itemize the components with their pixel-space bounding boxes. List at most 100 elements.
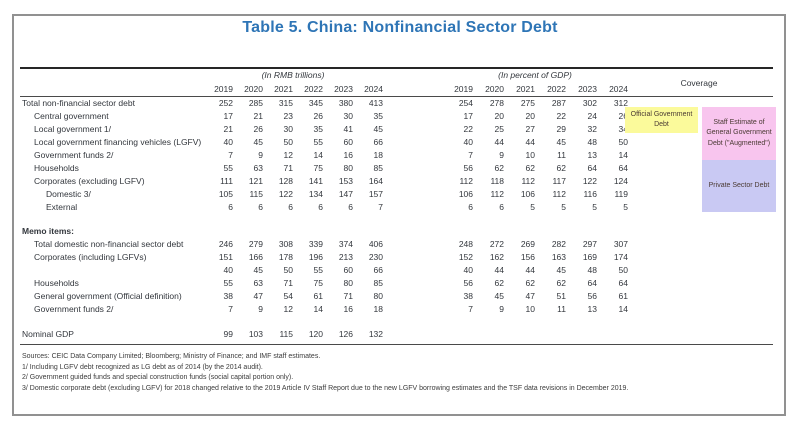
year-header: 2020 xyxy=(485,84,504,94)
table-row: Government funds 2/7 9 12 14 16 18 7 9 10 11 13 14 xyxy=(20,149,773,162)
value-cell-gdp: 163 xyxy=(551,252,566,262)
value-cell-rmb: 14 xyxy=(313,304,323,314)
value-cell-gdp: 106 xyxy=(520,189,535,199)
footnote-1: 1/ Including LGFV debt recognized as LG … xyxy=(22,363,263,371)
value-cell-gdp: 9 xyxy=(499,150,504,160)
value-cell-rmb: 178 xyxy=(278,252,293,262)
value-cell-rmb: 115 xyxy=(249,189,263,199)
value-cell-rmb: 339 xyxy=(308,239,323,249)
value-cell-gdp: 312 xyxy=(613,98,628,108)
value-cell-rmb: 35 xyxy=(313,124,323,134)
coverage-box-label: Private Sector Debt xyxy=(708,181,770,189)
footnotes: Sources: CEIC Data Company Limited; Bloo… xyxy=(22,352,774,394)
value-cell-rmb: 380 xyxy=(338,98,353,108)
unit-group-row: (In RMB trillions) (In percent of GDP) xyxy=(20,69,773,82)
row-label: Total domestic non-financial sector debt xyxy=(34,239,184,249)
page-title: Table 5. China: Nonfinancial Sector Debt xyxy=(242,19,558,36)
value-cell-rmb: 406 xyxy=(368,239,383,249)
group-label-rmb: (In RMB trillions) xyxy=(261,70,325,80)
value-cell-rmb: 120 xyxy=(308,329,323,339)
value-cell-gdp: 278 xyxy=(489,98,504,108)
value-cell-gdp: 22 xyxy=(463,124,473,134)
value-cell-rmb: 75 xyxy=(313,163,323,173)
value-cell-rmb: 12 xyxy=(283,304,293,314)
value-cell-gdp: 45 xyxy=(556,265,566,275)
value-cell-rmb: 71 xyxy=(283,163,293,173)
value-cell-gdp: 11 xyxy=(557,150,566,160)
row-label: Total non-financial sector debt xyxy=(22,98,135,108)
value-cell-rmb: 374 xyxy=(338,239,353,249)
value-cell-gdp: 48 xyxy=(587,137,597,147)
row-label: Local government 1/ xyxy=(34,124,112,134)
coverage-box-official-government-debt: Official Government Debt xyxy=(625,107,698,133)
value-cell-gdp: 5 xyxy=(623,202,628,212)
value-cell-rmb: 75 xyxy=(313,278,323,288)
value-cell-rmb: 315 xyxy=(278,98,293,108)
value-cell-gdp: 6 xyxy=(499,202,504,212)
value-cell-gdp: 64 xyxy=(618,278,628,288)
value-cell-rmb: 285 xyxy=(248,98,263,108)
table-frame xyxy=(12,14,786,416)
source-note: Sources: CEIC Data Company Limited; Bloo… xyxy=(22,353,321,360)
value-cell-rmb: 18 xyxy=(373,150,383,160)
value-cell-gdp: 64 xyxy=(618,163,628,173)
value-cell-gdp: 10 xyxy=(525,304,535,314)
row-label: Government funds 2/ xyxy=(34,304,114,314)
row-label: Households xyxy=(34,278,79,288)
value-cell-gdp: 119 xyxy=(614,189,628,199)
value-cell-rmb: 21 xyxy=(253,111,263,121)
value-cell-gdp: 40 xyxy=(463,265,473,275)
value-cell-gdp: 44 xyxy=(525,265,535,275)
value-cell-gdp: 62 xyxy=(556,278,566,288)
year-header: 2023 xyxy=(578,84,597,94)
value-cell-gdp: 48 xyxy=(587,265,597,275)
value-cell-gdp: 56 xyxy=(587,291,597,301)
value-cell-gdp: 116 xyxy=(583,189,597,199)
row-label: Local government financing vehicles (LGF… xyxy=(34,137,202,147)
value-cell-rmb: 23 xyxy=(283,111,293,121)
year-header: 2021 xyxy=(274,84,293,94)
value-cell-rmb: 26 xyxy=(253,124,263,134)
year-header: 2022 xyxy=(304,84,323,94)
value-cell-rmb: 246 xyxy=(218,239,233,249)
value-cell-rmb: 141 xyxy=(308,176,323,186)
value-cell-gdp: 50 xyxy=(618,137,628,147)
value-cell-gdp: 27 xyxy=(525,124,535,134)
value-cell-gdp: 302 xyxy=(582,98,597,108)
value-cell-gdp: 24 xyxy=(587,111,597,121)
footnote-3: 3/ Domestic corporate debt (excluding LG… xyxy=(22,384,629,392)
value-cell-rmb: 80 xyxy=(343,278,353,288)
value-cell-rmb: 196 xyxy=(308,252,323,262)
value-cell-gdp: 20 xyxy=(525,111,535,121)
value-cell-gdp: 45 xyxy=(556,137,566,147)
table-row: Domestic 3/105 115 122 134 147 157 106 112 106 11… xyxy=(20,188,773,201)
value-cell-rmb: 50 xyxy=(283,265,293,275)
value-cell-gdp: 118 xyxy=(490,176,504,186)
value-cell-gdp: 47 xyxy=(525,291,535,301)
memo-section: Total domestic non-financial sector debt… xyxy=(20,238,773,316)
value-cell-gdp: 45 xyxy=(494,291,504,301)
value-cell-rmb: 80 xyxy=(343,163,353,173)
value-cell-gdp: 13 xyxy=(587,304,597,314)
value-cell-gdp: 34 xyxy=(618,124,628,134)
value-cell-gdp: 14 xyxy=(618,150,628,160)
value-cell-rmb: 345 xyxy=(308,98,323,108)
value-cell-rmb: 16 xyxy=(343,304,353,314)
value-cell-rmb: 121 xyxy=(248,176,263,186)
value-cell-gdp: 272 xyxy=(489,239,504,249)
value-cell-rmb: 16 xyxy=(343,150,353,160)
footnote-2: 2/ Government guided funds and special c… xyxy=(22,374,294,382)
value-cell-rmb: 85 xyxy=(373,163,383,173)
table-row: Total domestic non-financial sector debt… xyxy=(20,238,773,251)
value-cell-gdp: 20 xyxy=(494,111,504,121)
value-cell-gdp: 7 xyxy=(468,150,473,160)
value-cell-gdp: 62 xyxy=(525,278,535,288)
value-cell-rmb: 7 xyxy=(228,304,233,314)
year-header: 2019 xyxy=(214,84,233,94)
value-cell-rmb: 45 xyxy=(253,265,263,275)
value-cell-gdp: 25 xyxy=(494,124,504,134)
table-row: Corporates (excluding LGFV) 111 121 128 141 1… xyxy=(20,175,773,188)
value-cell-rmb: 413 xyxy=(368,98,383,108)
value-cell-gdp: 61 xyxy=(618,291,628,301)
value-cell-gdp: 40 xyxy=(463,137,473,147)
